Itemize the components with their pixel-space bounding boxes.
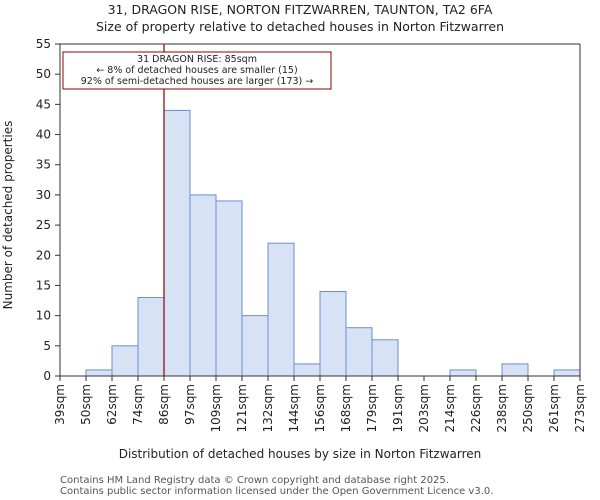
x-tick-label: 50sqm	[79, 384, 93, 425]
x-tick-label: 132sqm	[261, 384, 275, 432]
x-tick-label: 74sqm	[131, 384, 145, 425]
x-tick-label: 203sqm	[417, 384, 431, 432]
annotation-line-2: ← 8% of detached houses are smaller (15)	[96, 65, 297, 76]
x-tick-label: 39sqm	[53, 384, 67, 425]
y-tick-label: 40	[36, 128, 51, 142]
y-tick-label: 50	[36, 67, 51, 81]
y-tick-label: 10	[36, 309, 51, 323]
y-axis-label: Number of detached properties	[1, 121, 15, 310]
x-tick-label: 238sqm	[495, 384, 509, 432]
bar-168sqm	[345, 327, 373, 377]
bar-86sqm	[163, 109, 191, 377]
bar-179sqm	[371, 339, 399, 377]
bar-144sqm	[293, 363, 321, 377]
bar-109sqm	[215, 200, 243, 377]
y-tick-label: 0	[43, 369, 51, 383]
x-tick-label: 168sqm	[339, 384, 353, 432]
chart-subtitle: Size of property relative to detached ho…	[96, 19, 504, 34]
y-tick-label: 35	[36, 158, 51, 172]
x-tick-label: 121sqm	[235, 384, 249, 432]
bar-62sqm	[111, 345, 139, 377]
x-tick-label: 97sqm	[183, 384, 197, 425]
x-tick-label: 191sqm	[391, 384, 405, 432]
x-tick-label: 62sqm	[105, 384, 119, 425]
y-tick-label: 30	[36, 188, 51, 202]
y-axis-ticks: 0 5 10 15 20 25 30 35 40 45 50 55	[36, 37, 60, 383]
x-tick-label: 109sqm	[209, 384, 223, 432]
bar-97sqm	[189, 194, 217, 377]
footer-line-2: Contains public sector information licen…	[60, 486, 493, 497]
bar-50sqm	[85, 369, 113, 377]
x-tick-label: 144sqm	[287, 384, 301, 432]
y-tick-label: 5	[43, 339, 51, 353]
x-tick-label: 156sqm	[313, 384, 327, 432]
bar-74sqm	[137, 297, 165, 377]
bar-261sqm	[553, 369, 581, 377]
y-tick-label: 55	[36, 37, 51, 51]
y-tick-label: 25	[36, 218, 51, 232]
y-tick-label: 15	[36, 278, 51, 292]
bar-238sqm	[501, 363, 529, 377]
x-axis-label: Distribution of detached houses by size …	[119, 447, 482, 461]
x-tick-label: 86sqm	[157, 384, 171, 425]
x-tick-label: 179sqm	[365, 384, 379, 432]
y-tick-label: 20	[36, 248, 51, 262]
bar-series	[85, 109, 581, 377]
x-axis-ticks: 39sqm 50sqm 62sqm 74sqm 86sqm 97sqm 109sqm 121s…	[53, 376, 587, 432]
y-tick-label: 45	[36, 97, 51, 111]
annotation-line-1: 31 DRAGON RISE: 85sqm	[137, 54, 257, 65]
x-tick-label: 226sqm	[469, 384, 483, 432]
annotation-box: 31 DRAGON RISE: 85sqm ← 8% of detached h…	[62, 51, 332, 90]
x-tick-label: 250sqm	[521, 384, 535, 432]
footer-line-1: Contains HM Land Registry data © Crown c…	[60, 475, 449, 486]
bar-132sqm	[267, 242, 295, 377]
x-tick-label: 273sqm	[573, 384, 587, 432]
chart-title: 31, DRAGON RISE, NORTON FITZWARREN, TAUN…	[108, 2, 493, 17]
bar-156sqm	[319, 290, 347, 377]
x-tick-label: 261sqm	[547, 384, 561, 432]
bar-214sqm	[449, 369, 477, 377]
annotation-line-3: 92% of semi-detached houses are larger (…	[81, 76, 314, 87]
x-tick-label: 214sqm	[443, 384, 457, 432]
bar-121sqm	[241, 315, 269, 377]
